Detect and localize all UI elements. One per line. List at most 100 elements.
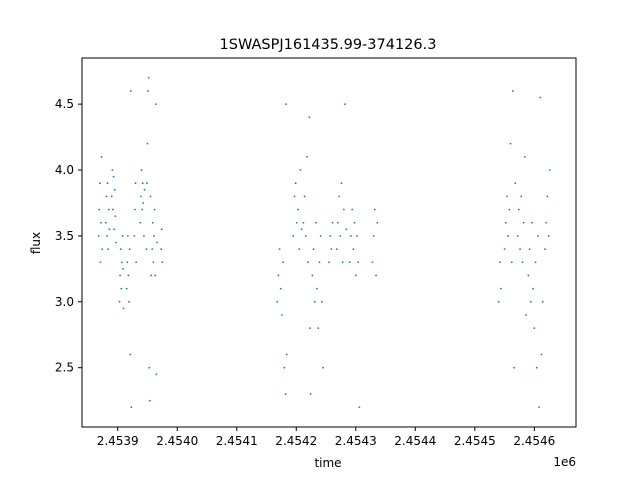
data-point-0-132 xyxy=(373,208,376,211)
data-point-0-50 xyxy=(143,188,146,191)
data-point-0-162 xyxy=(534,261,537,264)
data-point-0-151 xyxy=(520,195,523,198)
data-point-0-154 xyxy=(523,155,526,158)
data-point-0-48 xyxy=(142,202,145,204)
data-point-0-64 xyxy=(153,208,156,211)
data-point-0-51 xyxy=(145,248,148,250)
data-point-0-11 xyxy=(107,248,110,250)
data-point-0-125 xyxy=(353,221,356,224)
data-point-0-14 xyxy=(110,195,113,198)
data-point-0-35 xyxy=(128,248,131,250)
y-tick-label: 2.5 xyxy=(55,361,74,375)
data-point-0-42 xyxy=(135,261,138,264)
data-point-0-126 xyxy=(354,274,357,277)
data-point-0-73 xyxy=(277,274,280,277)
data-point-0-105 xyxy=(319,235,322,237)
data-point-0-15 xyxy=(111,169,114,171)
data-point-0-122 xyxy=(350,235,352,237)
data-point-0-168 xyxy=(541,300,544,303)
data-point-0-26 xyxy=(120,261,123,264)
data-point-0-118 xyxy=(342,208,345,211)
data-point-0-119 xyxy=(344,103,346,106)
data-point-0-20 xyxy=(114,215,117,218)
plot-frame xyxy=(81,57,577,428)
data-point-0-39 xyxy=(133,235,136,237)
y-tick-label: 3.0 xyxy=(55,295,74,309)
data-point-0-115 xyxy=(339,235,342,237)
data-point-0-96 xyxy=(309,327,311,330)
data-point-0-142 xyxy=(508,208,511,211)
data-point-0-109 xyxy=(329,235,332,237)
data-point-0-54 xyxy=(147,90,149,92)
data-point-0-92 xyxy=(304,235,307,237)
data-point-0-167 xyxy=(540,353,543,356)
data-point-0-158 xyxy=(529,300,532,303)
data-point-0-111 xyxy=(331,221,334,224)
data-point-0-76 xyxy=(281,314,283,316)
data-point-0-69 xyxy=(160,248,163,250)
data-point-0-160 xyxy=(532,287,535,290)
data-point-0-172 xyxy=(547,235,550,237)
data-point-0-130 xyxy=(371,261,374,264)
data-point-0-47 xyxy=(141,182,144,185)
data-point-0-9 xyxy=(106,235,108,237)
data-point-0-138 xyxy=(503,248,506,250)
data-point-0-95 xyxy=(308,116,311,119)
data-point-0-155 xyxy=(525,314,527,316)
data-point-0-18 xyxy=(113,228,116,231)
data-point-0-161 xyxy=(533,327,536,330)
data-point-0-24 xyxy=(119,248,122,250)
data-point-0-133 xyxy=(375,274,377,277)
data-point-0-63 xyxy=(153,235,155,237)
data-point-0-149 xyxy=(517,208,520,211)
data-point-0-100 xyxy=(313,300,316,303)
data-point-0-171 xyxy=(546,195,549,198)
data-point-0-36 xyxy=(129,353,132,356)
data-point-0-41 xyxy=(134,182,137,185)
data-point-0-74 xyxy=(278,248,281,250)
data-point-0-78 xyxy=(283,366,286,369)
data-point-0-67 xyxy=(155,373,158,376)
data-point-0-164 xyxy=(537,235,539,237)
data-point-0-150 xyxy=(519,248,521,250)
x-offset-label: 1e6 xyxy=(553,455,576,469)
data-point-0-102 xyxy=(316,287,318,290)
data-point-0-120 xyxy=(345,228,348,231)
data-point-0-45 xyxy=(140,169,143,171)
data-point-0-84 xyxy=(294,182,297,185)
x-tick-label: 2.4541 xyxy=(216,434,258,448)
x-tick-label: 2.4545 xyxy=(454,434,496,448)
data-point-0-23 xyxy=(119,274,121,277)
data-point-0-65 xyxy=(154,274,157,277)
data-point-0-137 xyxy=(500,287,502,290)
data-point-0-33 xyxy=(127,274,130,277)
data-point-0-46 xyxy=(141,208,144,211)
data-point-0-6 xyxy=(101,248,104,250)
data-point-0-68 xyxy=(156,241,158,244)
data-point-0-57 xyxy=(148,399,151,402)
data-point-0-2 xyxy=(98,182,101,185)
x-tick-label: 2.4543 xyxy=(335,434,377,448)
data-point-0-88 xyxy=(299,169,302,171)
data-point-0-80 xyxy=(285,103,288,106)
data-point-0-60 xyxy=(151,248,154,250)
x-tick-label: 2.4546 xyxy=(513,434,555,448)
data-point-0-114 xyxy=(338,195,341,198)
data-point-0-136 xyxy=(498,261,501,264)
data-point-0-3 xyxy=(99,261,102,264)
data-point-0-49 xyxy=(143,235,145,237)
data-point-0-72 xyxy=(276,300,279,303)
data-point-0-16 xyxy=(112,208,114,211)
x-tick-label: 2.4542 xyxy=(275,434,317,448)
data-point-0-157 xyxy=(528,248,531,250)
data-point-0-147 xyxy=(514,182,517,185)
data-point-0-34 xyxy=(128,300,130,303)
data-point-0-40 xyxy=(134,208,136,211)
data-point-0-103 xyxy=(317,327,320,330)
data-point-0-79 xyxy=(284,393,287,395)
data-point-0-85 xyxy=(295,221,298,224)
data-point-0-21 xyxy=(115,241,117,244)
data-point-0-19 xyxy=(113,188,116,191)
